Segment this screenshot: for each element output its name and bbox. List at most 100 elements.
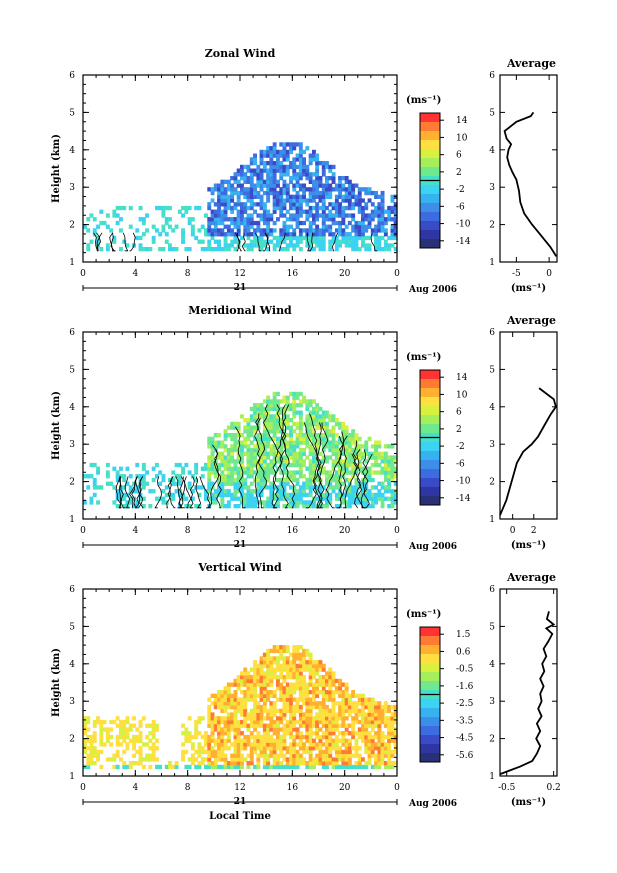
field-cell	[207, 485, 212, 490]
field-cell	[148, 764, 153, 770]
field-cell	[125, 727, 130, 732]
colorbar-swatch	[420, 654, 440, 664]
field-cell	[253, 228, 257, 233]
field-cell	[249, 693, 254, 698]
field-cell	[223, 746, 228, 751]
field-cell	[390, 500, 395, 505]
field-cell	[269, 753, 274, 758]
field-cell	[338, 190, 342, 196]
field-cell	[308, 723, 313, 728]
field-cell	[331, 220, 336, 226]
field-cell	[269, 232, 274, 237]
field-cell	[246, 723, 251, 728]
field-cell	[305, 734, 310, 740]
field-cell	[312, 157, 316, 162]
field-cell	[312, 447, 316, 453]
field-cell	[361, 734, 365, 740]
x-tick-label: 8	[185, 526, 191, 536]
field-cell	[393, 228, 398, 233]
field-cell	[328, 209, 333, 214]
field-cell	[256, 716, 261, 721]
field-cell	[387, 235, 392, 241]
field-cell	[279, 198, 284, 203]
field-cell	[383, 485, 388, 490]
field-cell	[347, 239, 352, 244]
field-cell	[302, 656, 306, 661]
field-cell	[341, 731, 346, 736]
colorbar-tick-label: -0.5	[456, 665, 474, 675]
field-cell	[226, 198, 231, 203]
field-cell	[361, 239, 365, 244]
y-tick-label: 2	[69, 478, 75, 488]
field-cell	[276, 406, 280, 412]
field-cell	[305, 660, 310, 665]
field-cell	[374, 719, 378, 725]
field-cell	[308, 667, 313, 672]
field-cell	[217, 492, 221, 498]
field-cell	[141, 481, 146, 486]
field-cell	[357, 205, 362, 211]
field-cell	[109, 757, 114, 762]
field-cell	[331, 712, 336, 717]
field-cell	[328, 742, 333, 747]
field-cell	[269, 663, 274, 669]
field-cell	[210, 436, 215, 441]
field-cell	[262, 723, 267, 728]
zero-contour	[354, 449, 363, 509]
field-cell	[344, 243, 349, 248]
field-cell	[312, 149, 316, 155]
field-cell	[292, 176, 297, 181]
field-cell	[89, 496, 94, 501]
field-cell	[289, 433, 293, 438]
field-cell	[318, 504, 323, 509]
field-cell	[262, 444, 267, 449]
field-cell	[253, 678, 257, 684]
field-cell	[269, 734, 274, 740]
field-cell	[285, 704, 290, 710]
field-cell	[148, 757, 153, 762]
field-cell	[122, 239, 127, 244]
field-cell	[145, 723, 149, 728]
field-cell	[351, 235, 356, 241]
field-cell	[312, 205, 316, 211]
field-cell	[341, 194, 346, 199]
field-cell	[321, 172, 326, 177]
field-cell	[119, 757, 123, 762]
field-cell	[236, 738, 241, 743]
field-cell	[279, 663, 284, 669]
colorbar-tick-label: 1.5	[456, 630, 471, 640]
field-cell	[364, 477, 369, 483]
field-cell	[380, 712, 385, 717]
field-cell	[213, 764, 218, 770]
field-cell	[315, 753, 320, 758]
field-cell	[181, 466, 185, 471]
field-cell	[122, 719, 127, 725]
field-cell	[341, 481, 346, 486]
field-cell	[387, 708, 392, 713]
field-cell	[262, 239, 267, 244]
field-cell	[259, 232, 264, 237]
field-cell	[318, 663, 323, 669]
field-cell	[374, 447, 378, 453]
field-cell	[220, 485, 225, 490]
field-cell	[204, 466, 208, 471]
x-tick-label: 16	[287, 783, 299, 793]
field-cell	[151, 746, 156, 751]
field-cell	[272, 656, 277, 661]
field-cell	[190, 757, 195, 762]
field-cell	[312, 440, 316, 445]
field-cell	[253, 470, 257, 475]
field-cell	[89, 474, 94, 479]
field-cell	[269, 459, 274, 464]
field-cell	[138, 749, 143, 755]
field-cell	[236, 485, 241, 490]
field-cell	[217, 489, 221, 494]
field-cell	[207, 440, 212, 445]
field-cell	[220, 753, 225, 758]
field-cell	[308, 220, 313, 226]
field-cell	[83, 731, 87, 736]
field-cell	[338, 187, 342, 192]
field-cell	[351, 429, 356, 434]
field-cell	[325, 504, 329, 509]
field-cell	[83, 500, 87, 505]
